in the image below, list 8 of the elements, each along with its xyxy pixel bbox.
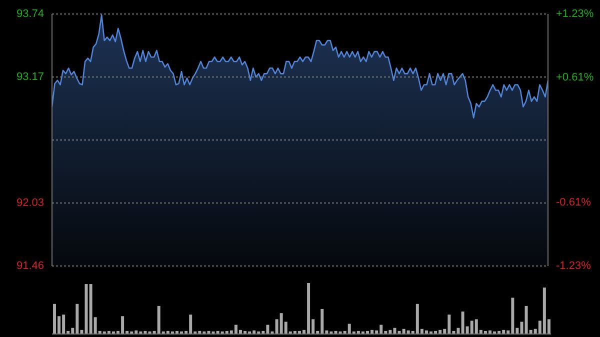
y-tick-label: 93.74 (16, 8, 44, 20)
y-tick-label: 92.03 (16, 197, 44, 209)
y2-tick-label: +1.23% (556, 8, 594, 20)
y-tick-label: 93.17 (16, 71, 44, 83)
y-tick-label: 91.46 (16, 260, 44, 272)
y2-tick-label: -0.61% (556, 196, 592, 208)
y2-tick-label: +0.61% (556, 72, 594, 84)
y2-tick-label: -1.23% (556, 260, 592, 272)
